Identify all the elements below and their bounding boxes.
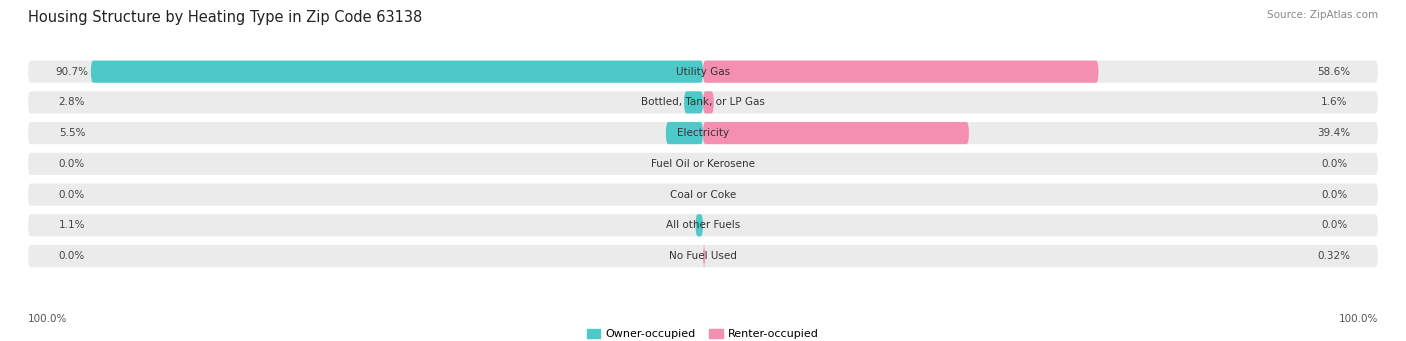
Text: 2.8%: 2.8% [59,98,86,107]
FancyBboxPatch shape [666,122,703,144]
Text: 1.1%: 1.1% [59,220,86,230]
Text: 58.6%: 58.6% [1317,66,1351,77]
Text: 0.0%: 0.0% [1320,220,1347,230]
Text: Bottled, Tank, or LP Gas: Bottled, Tank, or LP Gas [641,98,765,107]
FancyBboxPatch shape [28,245,1378,267]
FancyBboxPatch shape [685,91,703,114]
Text: 0.0%: 0.0% [59,251,86,261]
Text: Housing Structure by Heating Type in Zip Code 63138: Housing Structure by Heating Type in Zip… [28,10,422,25]
Text: 0.32%: 0.32% [1317,251,1351,261]
FancyBboxPatch shape [28,183,1378,206]
Text: 0.0%: 0.0% [59,190,86,199]
Legend: Owner-occupied, Renter-occupied: Owner-occupied, Renter-occupied [586,329,820,339]
Text: 90.7%: 90.7% [55,66,89,77]
Text: 1.6%: 1.6% [1320,98,1347,107]
FancyBboxPatch shape [703,91,714,114]
Text: Electricity: Electricity [676,128,730,138]
Text: 100.0%: 100.0% [28,314,67,324]
FancyBboxPatch shape [28,61,1378,83]
FancyBboxPatch shape [703,122,969,144]
FancyBboxPatch shape [28,91,1378,114]
Text: 5.5%: 5.5% [59,128,86,138]
Text: 0.0%: 0.0% [59,159,86,169]
FancyBboxPatch shape [28,122,1378,144]
FancyBboxPatch shape [28,214,1378,236]
FancyBboxPatch shape [703,245,706,267]
Text: 39.4%: 39.4% [1317,128,1351,138]
Text: Coal or Coke: Coal or Coke [669,190,737,199]
FancyBboxPatch shape [28,153,1378,175]
Text: All other Fuels: All other Fuels [666,220,740,230]
FancyBboxPatch shape [703,61,1098,83]
Text: Source: ZipAtlas.com: Source: ZipAtlas.com [1267,10,1378,20]
Text: No Fuel Used: No Fuel Used [669,251,737,261]
Text: 100.0%: 100.0% [1339,314,1378,324]
Text: 0.0%: 0.0% [1320,190,1347,199]
FancyBboxPatch shape [91,61,703,83]
Text: 0.0%: 0.0% [1320,159,1347,169]
FancyBboxPatch shape [696,214,703,236]
Text: Utility Gas: Utility Gas [676,66,730,77]
Text: Fuel Oil or Kerosene: Fuel Oil or Kerosene [651,159,755,169]
